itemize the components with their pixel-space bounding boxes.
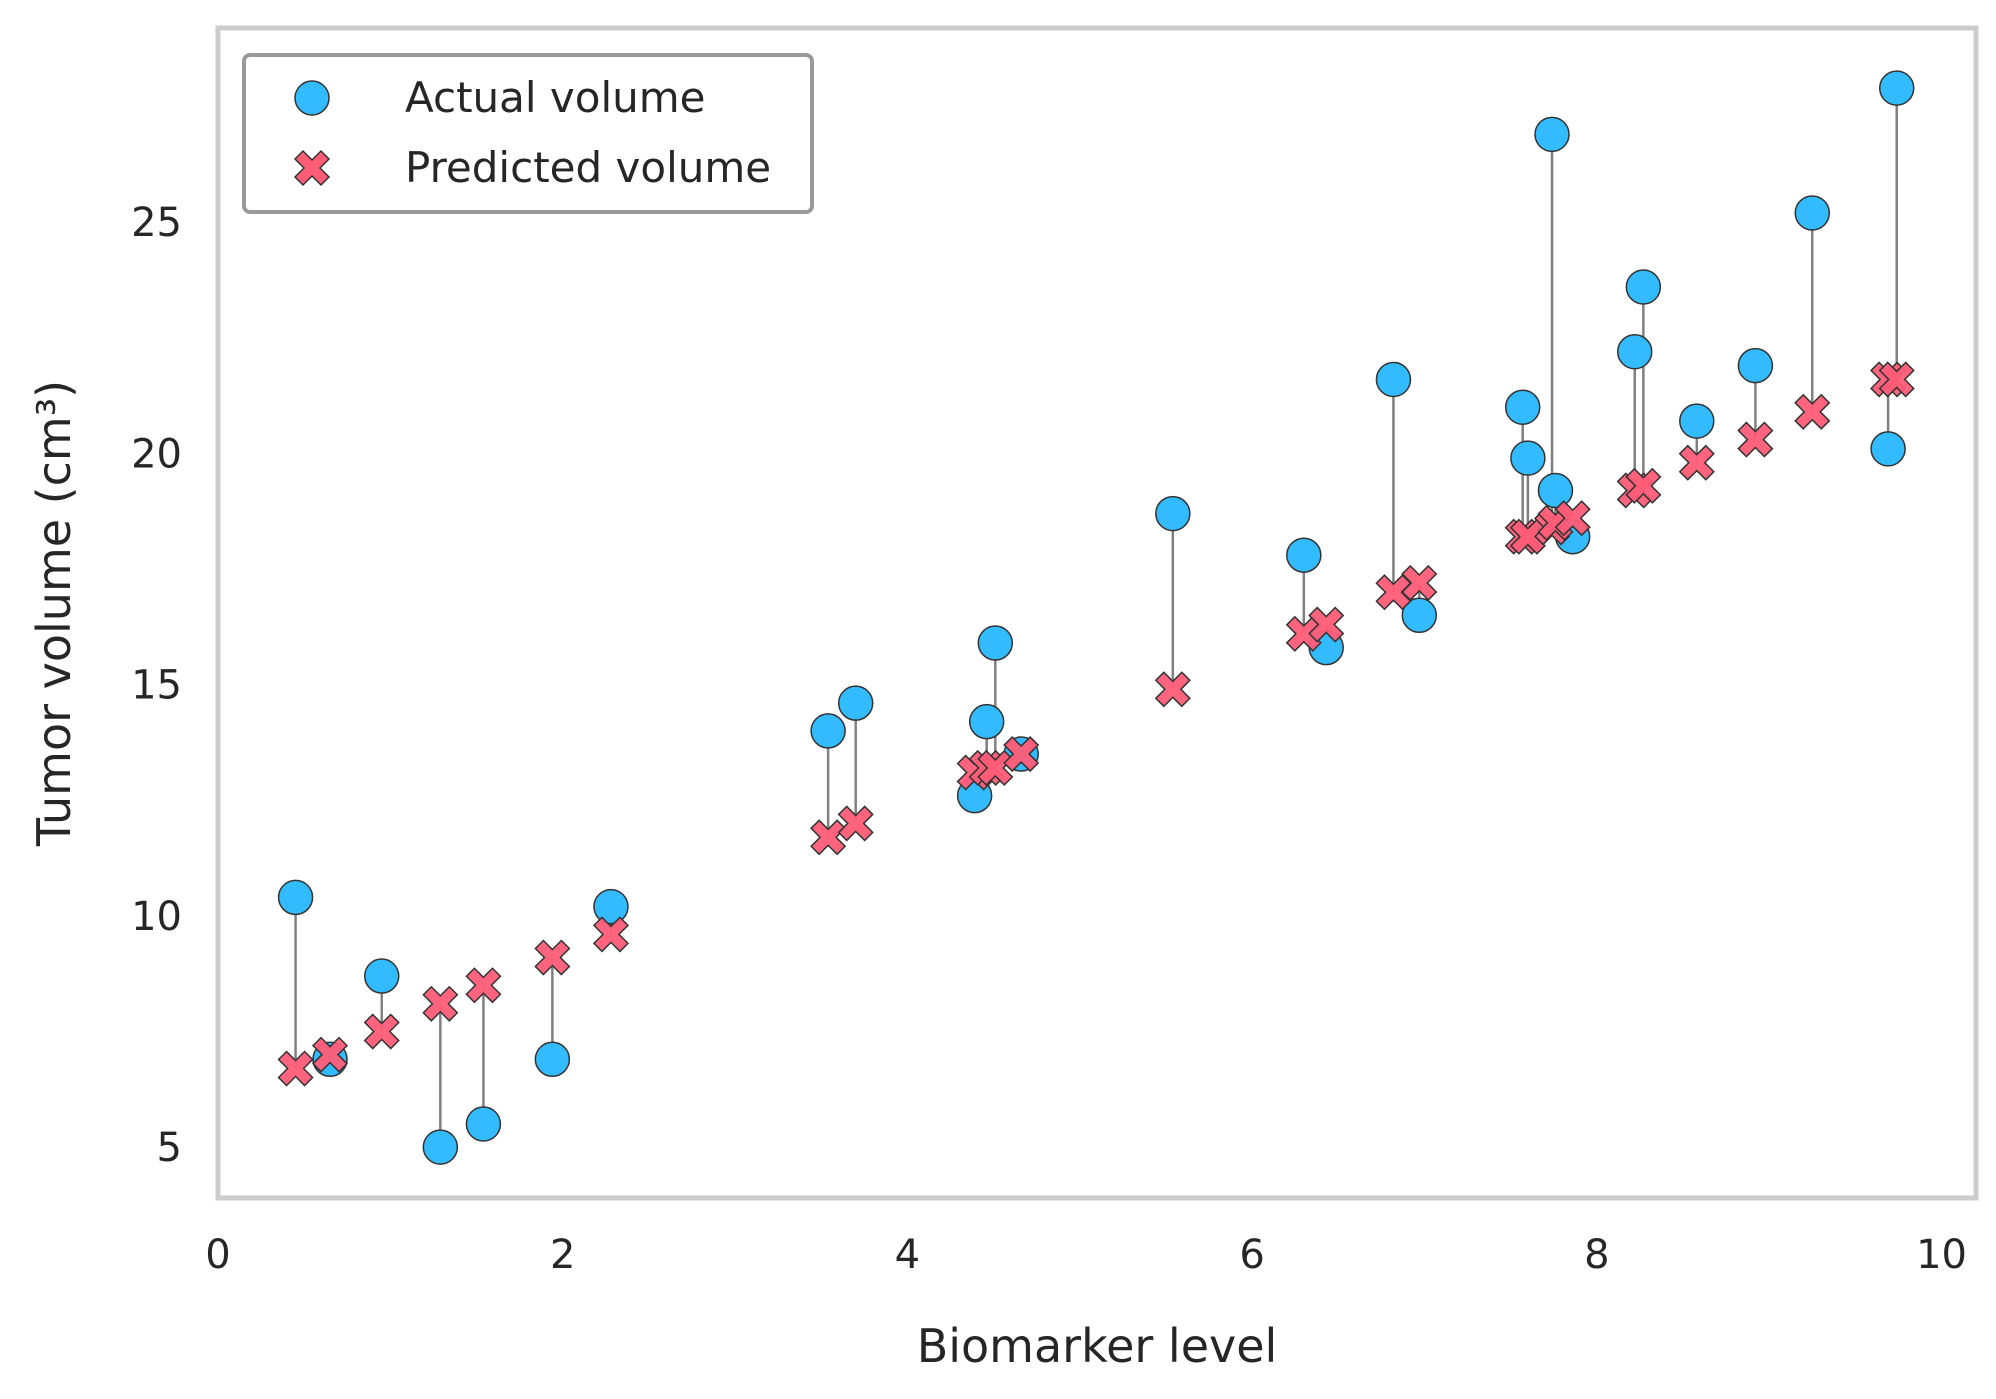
predicted-volume-point — [534, 939, 571, 976]
predicted-volume-point — [977, 749, 1014, 786]
y-tick-label: 10 — [131, 894, 182, 940]
actual-volume-point — [1375, 361, 1412, 398]
actual-volume-point — [968, 703, 1005, 740]
predicted-volume-point — [1794, 393, 1831, 430]
actual-volume-point — [1625, 269, 1662, 305]
legend: Actual volume Predicted volume — [242, 53, 814, 214]
y-tick-label: 5 — [157, 1125, 182, 1171]
actual-volume-point — [422, 1129, 459, 1165]
y-tick-labels: 5 10 15 20 25 — [131, 200, 182, 1171]
y-tick-label: 25 — [131, 200, 182, 246]
actual-volume-point — [810, 713, 846, 749]
actual-volume-point — [977, 625, 1014, 661]
predicted-volume-point — [311, 1036, 349, 1073]
actual-volume-point — [1504, 389, 1541, 425]
predicted-volume-point — [810, 819, 847, 856]
actual-volume-point — [1616, 333, 1653, 370]
actual-volume-point — [363, 958, 400, 994]
actual-volume-point — [1155, 495, 1191, 532]
legend-predicted-label: Predicted volume — [405, 143, 771, 192]
y-tick-label: 20 — [131, 431, 182, 477]
y-tick-label: 15 — [131, 663, 182, 709]
predicted-volume-point — [1737, 421, 1774, 458]
predicted-volume-point — [1285, 615, 1322, 652]
actual-volume-points — [277, 70, 1915, 1165]
actual-volume-point — [1878, 70, 1915, 106]
predicted-volume-point — [1625, 467, 1662, 504]
x-tick-label: 0 — [205, 1232, 230, 1278]
actual-volume-point — [1286, 537, 1322, 573]
plot-frame — [215, 25, 1979, 1201]
actual-volume-point — [277, 879, 314, 916]
actual-volume-point — [1679, 403, 1715, 439]
actual-volume-point — [837, 685, 874, 721]
actual-volume-point — [593, 888, 629, 925]
actual-volume-point — [1737, 347, 1774, 384]
predicted-volume-point — [1375, 574, 1412, 611]
predicted-volume-point — [837, 805, 874, 842]
predicted-volume-point — [592, 916, 630, 953]
predicted-volume-point — [422, 985, 459, 1022]
predicted-volume-point — [1003, 735, 1040, 773]
predicted-volume-point — [1401, 564, 1438, 602]
x-tick-label: 8 — [1584, 1232, 1609, 1278]
x-tick-label: 6 — [1239, 1232, 1264, 1278]
legend-predicted-marker — [293, 149, 331, 187]
actual-volume-point — [1510, 440, 1546, 476]
predicted-volume-point — [465, 967, 502, 1004]
predicted-volume-point — [1878, 361, 1915, 398]
legend-actual-marker — [294, 80, 330, 116]
predicted-volume-point — [1554, 500, 1591, 537]
legend-frame — [242, 53, 814, 214]
actual-volume-point — [1534, 116, 1570, 153]
legend-actual-label: Actual volume — [405, 73, 706, 122]
predicted-volume-point — [1509, 518, 1546, 555]
actual-volume-point — [534, 1041, 571, 1078]
actual-volume-point — [465, 1106, 502, 1142]
predicted-volume-points — [277, 361, 1915, 1087]
actual-volume-point — [1537, 472, 1574, 509]
actual-volume-point — [1870, 431, 1906, 467]
actual-volume-point — [1401, 597, 1438, 634]
predicted-volume-point — [1154, 671, 1191, 708]
x-tick-label: 10 — [1916, 1232, 1967, 1278]
predicted-volume-point — [277, 1050, 314, 1087]
x-tick-label: 2 — [550, 1232, 575, 1278]
x-tick-labels: 0 2 4 6 8 10 — [205, 1232, 1967, 1278]
predicted-volume-point — [363, 1013, 400, 1050]
y-axis-label: Tumor volume (cm³) — [27, 380, 81, 847]
actual-volume-point — [1794, 195, 1831, 231]
x-tick-label: 4 — [895, 1232, 920, 1278]
predicted-volume-point — [1308, 606, 1345, 643]
predicted-volume-point — [1678, 444, 1715, 481]
x-axis-label: Biomarker level — [917, 1319, 1278, 1373]
